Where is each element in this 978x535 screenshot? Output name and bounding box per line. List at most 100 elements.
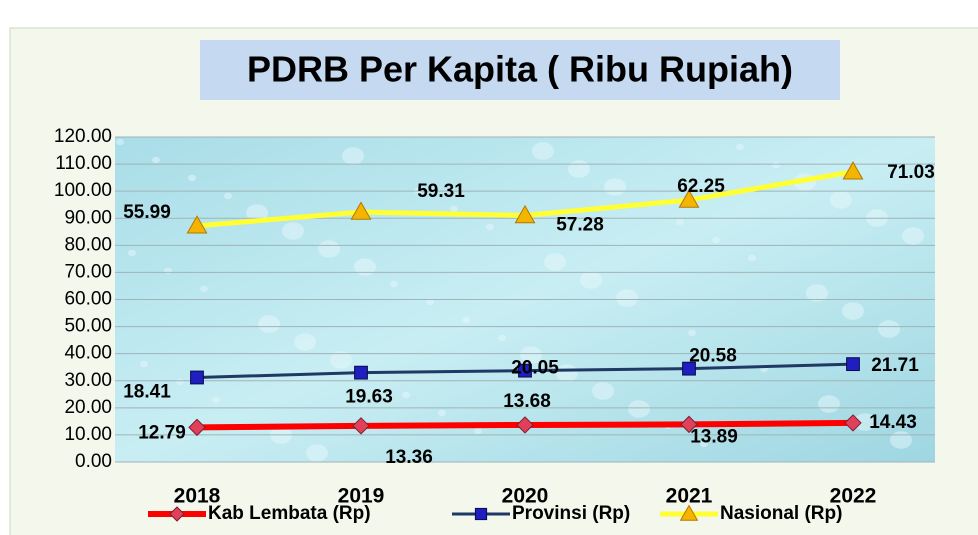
x-tick-label: 2021 — [666, 485, 713, 508]
y-tick-label: 100.00 — [54, 180, 112, 201]
drop — [426, 298, 434, 306]
drop — [712, 236, 720, 244]
data-label: 59.31 — [417, 181, 465, 202]
data-label: 57.28 — [556, 215, 604, 236]
drop — [628, 400, 650, 418]
y-tick-label: 30.00 — [64, 370, 112, 391]
drop — [282, 222, 304, 240]
legend-label: Provinsi (Rp) — [512, 503, 630, 524]
drop — [580, 271, 602, 289]
drop — [532, 142, 554, 160]
marker — [842, 161, 864, 180]
drop — [116, 138, 124, 146]
x-tick-label: 2022 — [830, 485, 877, 508]
y-tick-label: 120.00 — [54, 126, 112, 147]
drop — [748, 254, 756, 262]
drop — [676, 218, 684, 226]
drop — [568, 160, 590, 178]
y-tick-label: 80.00 — [64, 234, 112, 255]
data-label: 12.79 — [138, 422, 186, 443]
drop — [224, 192, 232, 200]
marker — [518, 363, 532, 378]
drop — [354, 258, 376, 276]
legend-marker — [169, 506, 185, 522]
drop — [402, 391, 410, 399]
drop — [474, 427, 482, 435]
drop — [294, 333, 316, 351]
marker — [350, 201, 372, 220]
legend-marker — [679, 504, 699, 521]
marker — [682, 361, 696, 376]
data-label: 20.05 — [511, 358, 559, 379]
drop — [688, 329, 696, 337]
drop — [902, 227, 924, 245]
data-label: 55.99 — [123, 202, 171, 223]
drop — [616, 289, 638, 307]
drop — [164, 267, 172, 275]
data-label: 71.03 — [887, 162, 935, 183]
marker — [354, 365, 368, 380]
data-label: 21.71 — [871, 355, 919, 376]
marker — [514, 204, 536, 224]
drop — [462, 316, 470, 324]
y-tick-label: 10.00 — [64, 424, 112, 445]
data-label: 13.89 — [690, 426, 738, 447]
drop — [544, 253, 566, 271]
y-tick-label: 70.00 — [64, 261, 112, 282]
y-tick-label: 60.00 — [64, 289, 112, 310]
x-tick-label: 2020 — [502, 485, 549, 508]
legend-label: Nasional (Rp) — [720, 503, 842, 524]
drop — [818, 395, 840, 413]
drop — [772, 161, 780, 169]
drop — [258, 315, 280, 333]
drop — [486, 223, 494, 231]
drop — [604, 178, 626, 196]
drop — [806, 284, 828, 302]
x-tick-label: 2019 — [338, 485, 385, 508]
drop — [878, 320, 900, 338]
y-tick-label: 20.00 — [64, 397, 112, 418]
drop — [592, 382, 614, 400]
drop — [520, 346, 542, 364]
drop — [854, 413, 876, 431]
drop — [556, 364, 578, 382]
marker — [188, 418, 206, 437]
drop — [140, 360, 148, 368]
drop — [306, 444, 328, 462]
marker — [680, 415, 698, 434]
drop — [330, 351, 352, 369]
drop — [498, 334, 506, 342]
y-tick-label: 90.00 — [64, 207, 112, 228]
drop — [842, 302, 864, 320]
y-tick-label: 0.00 — [75, 451, 112, 472]
drop — [450, 205, 458, 213]
marker — [678, 189, 700, 208]
data-label: 62.25 — [677, 176, 725, 197]
marker — [352, 417, 370, 435]
drop — [200, 285, 208, 293]
drop — [188, 174, 196, 182]
drop — [212, 396, 220, 404]
marker — [516, 416, 534, 434]
title-box — [200, 40, 840, 100]
data-label: 13.68 — [503, 391, 551, 412]
marker — [190, 370, 204, 385]
drop — [724, 347, 732, 355]
drop — [342, 147, 364, 165]
data-label: 19.63 — [345, 387, 393, 408]
data-label: 20.58 — [689, 346, 737, 367]
chart-title: PDRB Per Kapita ( Ribu Rupiah) — [247, 49, 793, 90]
drop — [438, 409, 446, 417]
marker — [846, 357, 860, 372]
legend-label: Kab Lembata (Rp) — [208, 503, 371, 524]
data-label: 18.41 — [123, 382, 171, 403]
drop — [390, 280, 398, 288]
marker — [186, 215, 208, 234]
data-label: 14.43 — [869, 412, 917, 433]
legend-marker — [474, 507, 488, 521]
drop — [246, 204, 268, 222]
drop — [830, 191, 852, 209]
data-label: 13.36 — [385, 447, 433, 468]
y-tick-label: 40.00 — [64, 343, 112, 364]
